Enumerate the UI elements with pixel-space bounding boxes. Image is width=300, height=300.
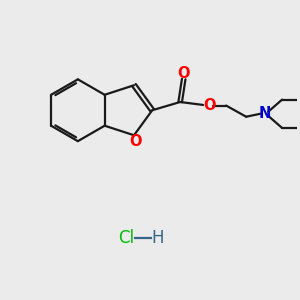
Text: N: N xyxy=(258,106,271,121)
Text: H: H xyxy=(151,229,164,247)
Text: Cl: Cl xyxy=(118,229,134,247)
Text: O: O xyxy=(203,98,215,113)
Text: O: O xyxy=(129,134,142,149)
Text: O: O xyxy=(178,66,190,81)
